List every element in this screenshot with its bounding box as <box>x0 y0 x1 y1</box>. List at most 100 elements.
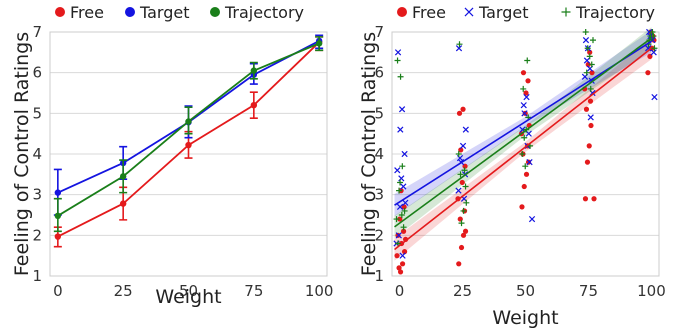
free-scatter-point <box>397 269 404 275</box>
free-scatter-point <box>589 70 595 76</box>
right-x-tick-label: 25 <box>453 282 472 300</box>
legend-target-label: Target <box>139 3 190 22</box>
trajectory-scatter-point <box>395 240 402 247</box>
free-scatter-point <box>525 78 531 84</box>
free-scatter-point <box>460 232 467 238</box>
free-scatter-point <box>523 90 529 96</box>
trajectory-data-point <box>119 173 127 180</box>
target-scatter-point <box>587 114 594 121</box>
legend-free-label: Free <box>70 3 104 22</box>
trajectory-data-point <box>315 40 323 47</box>
trajectory-regression-line <box>394 37 652 228</box>
right-y-tick-label: 4 <box>374 145 384 163</box>
target-data-point <box>54 189 62 196</box>
target-scatter-point <box>520 102 527 109</box>
right-x-tick-label: 0 <box>395 282 405 300</box>
legend-free-marker <box>55 7 65 17</box>
free-scatter-point <box>456 110 463 116</box>
trajectory-scatter-point <box>522 163 529 170</box>
trajectory-scatter-point <box>393 216 400 223</box>
right-x-tick-label: 75 <box>579 282 598 300</box>
free-scatter-point <box>458 244 465 251</box>
free-scatter-point <box>586 143 592 149</box>
trajectory-scatter-point <box>583 69 590 76</box>
free-scatter-point <box>583 106 590 112</box>
trajectory-scatter-point <box>584 45 591 52</box>
target-scatter-point <box>402 199 409 206</box>
trajectory-scatter-point <box>396 187 403 194</box>
target-scatter-point <box>401 150 408 158</box>
trajectory-data-point <box>185 118 192 125</box>
target-scatter-point <box>397 126 404 133</box>
left-y-tick-label: 5 <box>32 104 42 122</box>
target-scatter-point <box>398 106 406 113</box>
trajectory-scatter-point <box>588 61 595 68</box>
free-scatter-point <box>520 70 527 76</box>
right-y-tick-label: 3 <box>374 186 384 204</box>
target-scatter-point <box>459 142 467 149</box>
free-scatter-point <box>401 249 408 255</box>
target-scatter-point <box>396 203 404 210</box>
free-scatter-point <box>587 98 594 104</box>
free-scatter-point <box>525 159 532 165</box>
free-scatter-point <box>460 106 466 112</box>
free-scatter-point <box>582 196 589 202</box>
target-scatter-point <box>399 252 406 259</box>
trajectory-scatter-point <box>399 163 406 170</box>
legend-free-label: Free <box>412 3 446 22</box>
trajectory-scatter-point <box>461 167 468 174</box>
free-scatter-point <box>400 228 407 234</box>
right-y-axis-label: Feeling of Control Ratings <box>358 32 380 276</box>
free-scatter-point <box>521 183 527 190</box>
free-scatter-point <box>588 122 594 129</box>
right-y-tick-label: 1 <box>374 267 384 285</box>
trajectory-scatter-point <box>455 151 462 157</box>
right-x-tick-label: 100 <box>637 282 666 300</box>
free-scatter-point <box>462 228 469 234</box>
legend-trajectory-marker <box>561 7 571 17</box>
legend-free-marker <box>397 7 407 17</box>
legend-target-label: Target <box>478 3 529 22</box>
left-x-tick-label: 75 <box>244 282 263 300</box>
left-y-tick-label: 4 <box>32 145 42 163</box>
trajectory-scatter-point <box>400 224 407 231</box>
trajectory-scatter-point <box>651 45 658 52</box>
free-scatter-point <box>396 265 402 271</box>
right-chart-panel: 1 2 3 4 5 6 7 0 25 50 75 100 Weight Feeling of Contro… <box>358 3 666 329</box>
legend-trajectory-marker <box>210 7 220 17</box>
left-x-tick-label: 100 <box>305 282 334 300</box>
target-scatter-point <box>394 49 402 56</box>
trajectory-scatter-point <box>398 212 405 218</box>
legend-target-marker <box>464 7 474 17</box>
free-scatter-point <box>459 179 465 186</box>
free-regression-line <box>394 47 652 251</box>
free-scatter-point <box>397 216 403 222</box>
target-scatter-point <box>462 126 469 133</box>
target-scatter-point <box>395 232 402 239</box>
trajectory-scatter-point <box>519 151 526 157</box>
trajectory-scatter-point <box>397 179 404 186</box>
trajectory-data-point <box>54 212 62 220</box>
right-y-tick-label: 7 <box>374 23 384 41</box>
free-scatter-point <box>519 204 525 210</box>
target-scatter-point <box>526 159 533 166</box>
trajectory-scatter-point <box>401 207 408 214</box>
target-scatter-point <box>583 57 591 64</box>
left-x-tick-label: 0 <box>53 282 63 300</box>
free-data-point <box>119 200 127 207</box>
trajectory-scatter-point <box>524 57 531 64</box>
trajectory-scatter-point <box>457 171 464 178</box>
free-scatter-point <box>456 261 462 267</box>
target-scatter-point <box>455 187 462 194</box>
trajectory-scatter-point <box>460 207 467 214</box>
trajectory-scatter-point <box>397 73 404 80</box>
left-x-tick-label: 50 <box>179 282 198 300</box>
trajectory-scatter-point <box>650 33 657 40</box>
trajectory-scatter-point <box>586 53 593 60</box>
right-x-tick-label: 50 <box>516 282 535 300</box>
trajectory-scatter-point <box>456 41 463 48</box>
free-scatter-point <box>591 196 597 202</box>
free-scatter-point <box>394 253 400 259</box>
free-data-point <box>250 102 258 109</box>
